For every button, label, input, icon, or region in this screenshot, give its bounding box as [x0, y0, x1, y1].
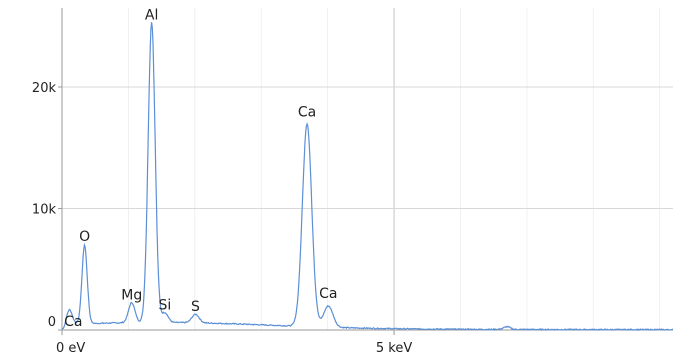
peak-label-ca-6: Ca	[298, 105, 316, 121]
series	[61, 22, 674, 332]
grid	[62, 8, 673, 330]
peak-label-ca-0: Ca	[64, 314, 82, 330]
peak-label-s-5: S	[191, 299, 200, 315]
y-tick-label: 20k	[32, 81, 57, 96]
x-tick-label: 5 keV	[376, 341, 412, 356]
spectrum-line	[61, 22, 674, 332]
peak-label-si-4: Si	[159, 298, 172, 314]
peak-label-ca-7: Ca	[319, 286, 337, 302]
x-tick-label: 0 eV	[56, 341, 85, 356]
peak-label-o-1: O	[79, 229, 90, 245]
peak-labels: Ca O Mg Al Si S Ca Ca	[64, 7, 337, 330]
y-tick-label: 10k	[32, 202, 57, 217]
y-tick-label: 0	[48, 315, 56, 330]
peak-label-al-3: Al	[145, 7, 158, 23]
peak-label-mg-2: Mg	[121, 287, 142, 303]
